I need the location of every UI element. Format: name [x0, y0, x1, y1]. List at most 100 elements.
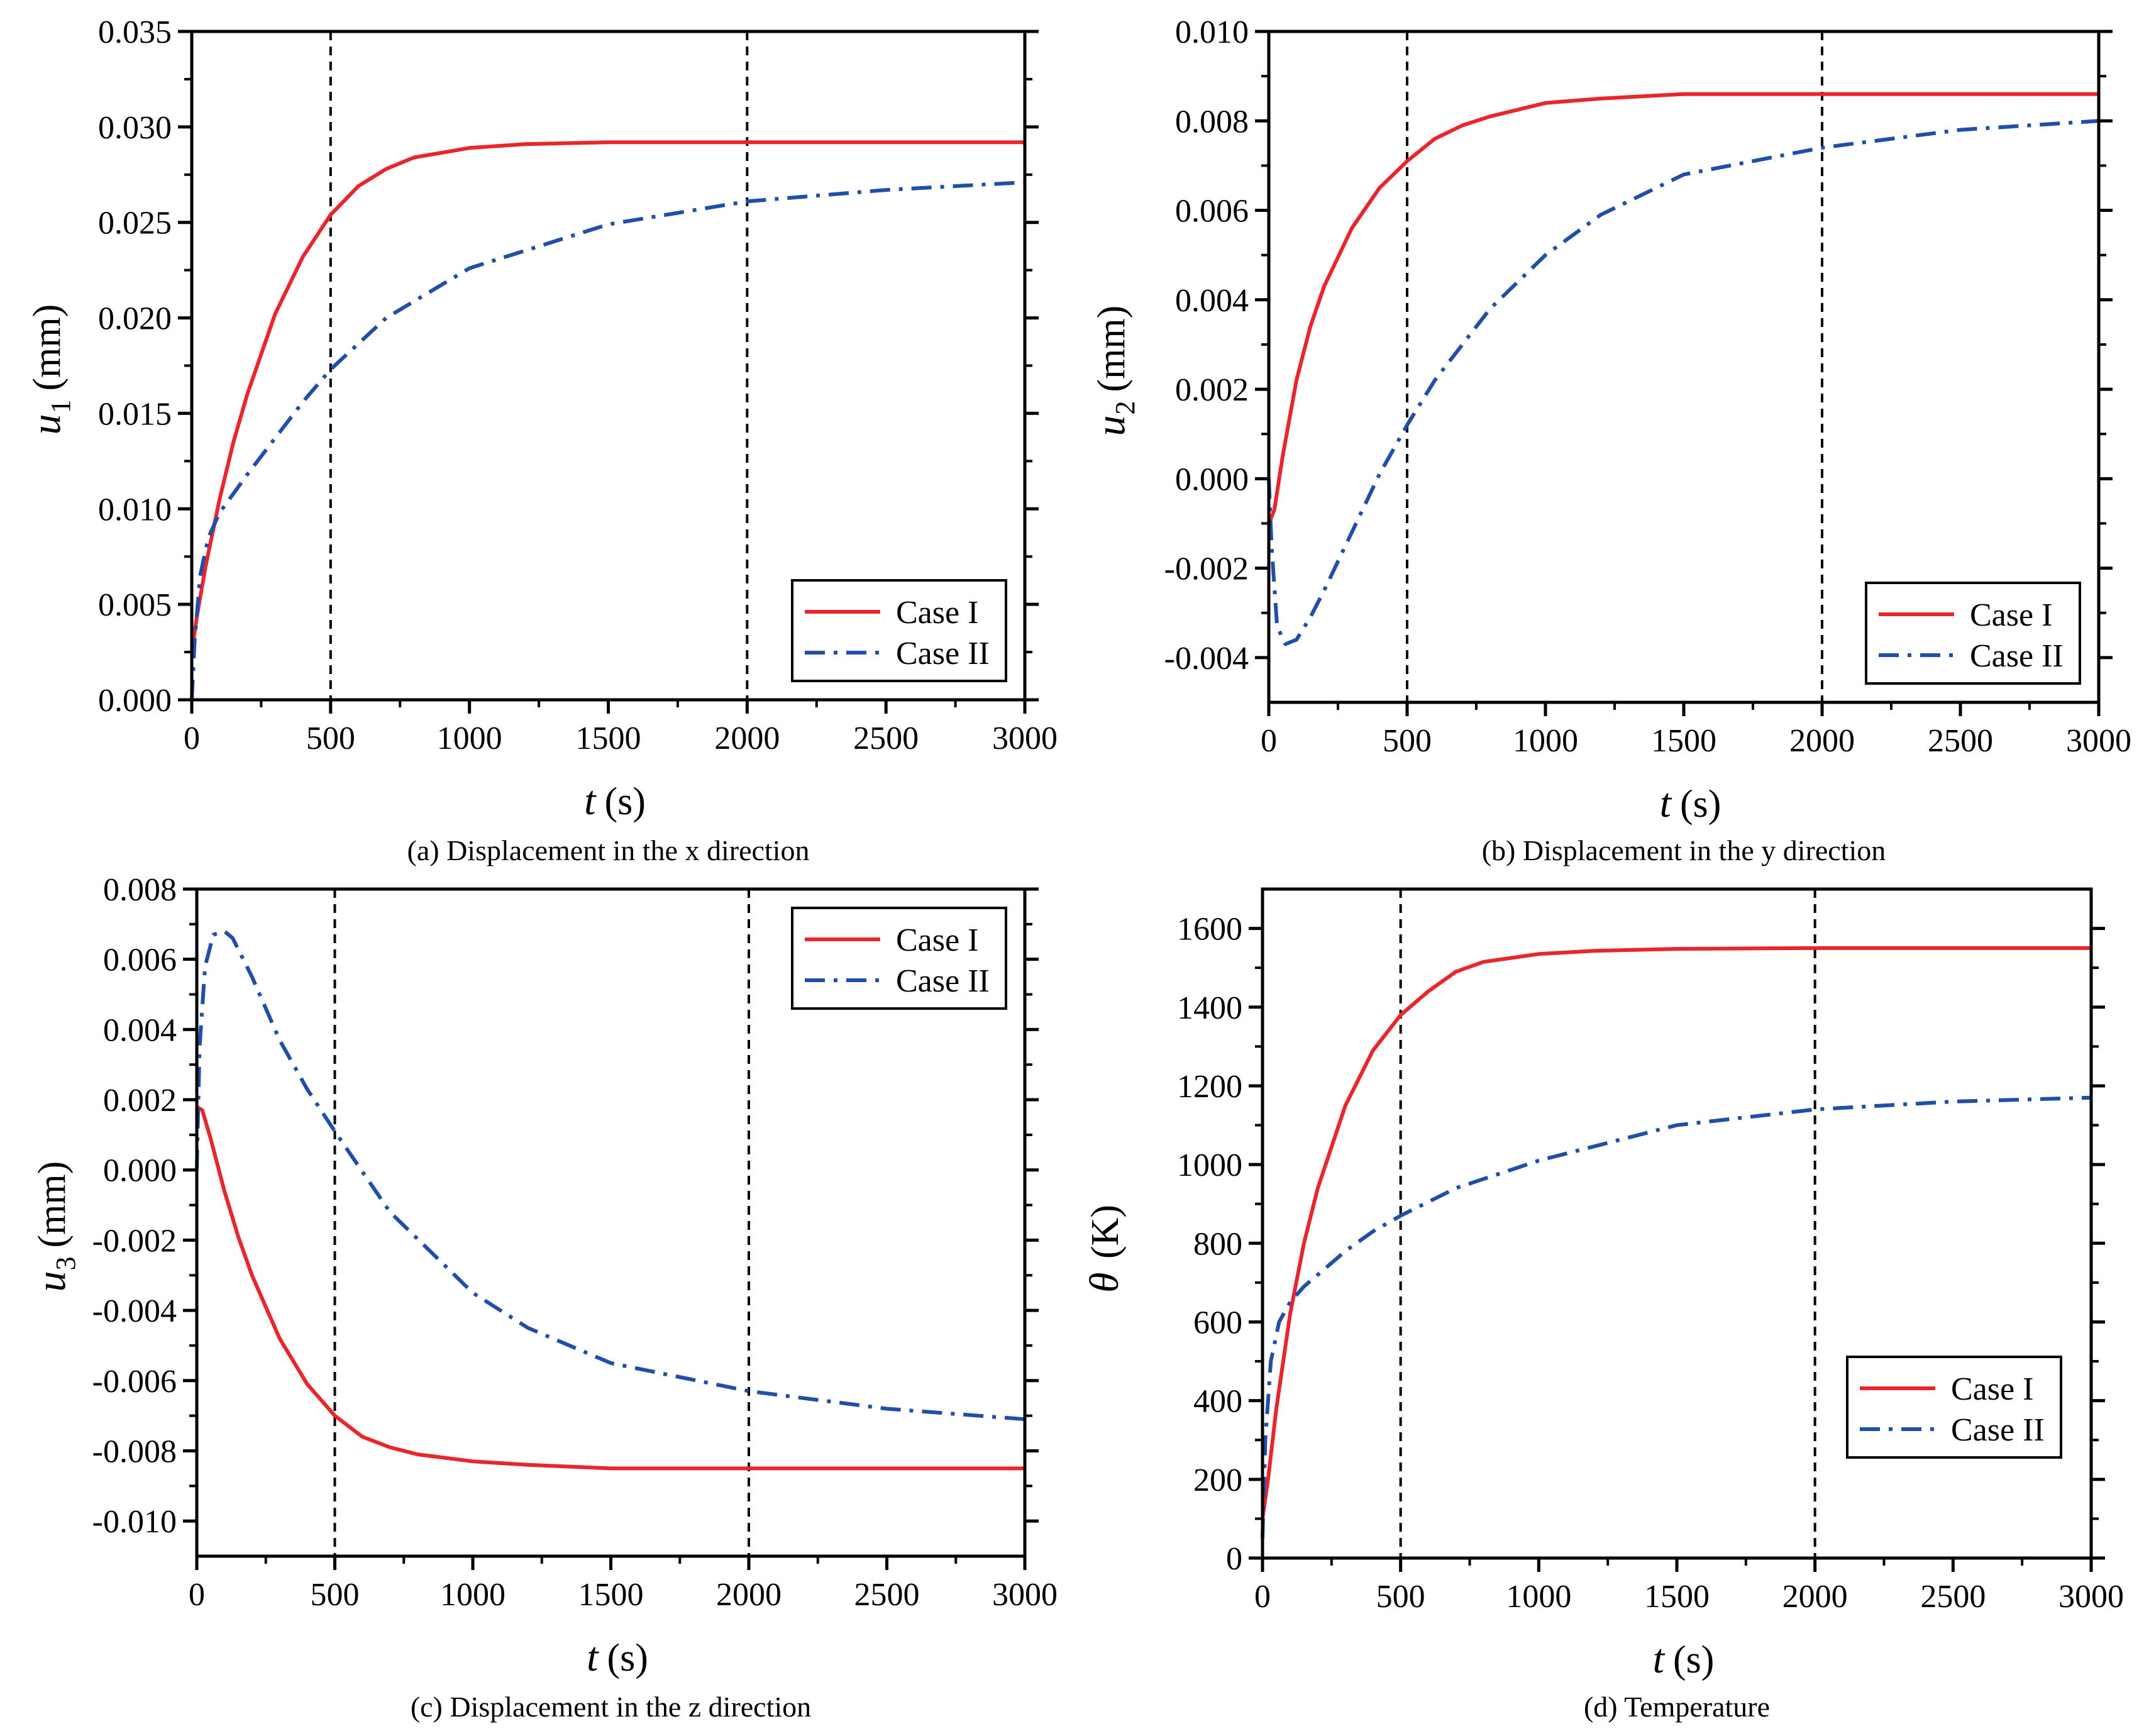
x-tick-label: 1000: [437, 721, 502, 756]
y-tick-label: 0.010: [98, 492, 172, 528]
x-tick-label: 0: [1254, 1579, 1271, 1615]
y-tick-label: 0.015: [98, 396, 172, 432]
series-lines: [190, 140, 1025, 700]
x-axis-label-variable: t: [1660, 780, 1672, 826]
legend: Case I Case II: [791, 579, 1007, 682]
y-tick-label: 0.008: [103, 872, 177, 908]
y-tick-label: 0.000: [103, 1153, 177, 1189]
series-lines: [1267, 92, 2099, 646]
y-axis-label-unit: (mm): [1090, 306, 1133, 392]
y-tick-label: -0.006: [92, 1364, 177, 1400]
x-tick-label: 2000: [716, 1577, 782, 1613]
reference-lines: [1399, 889, 1816, 1558]
y-axis-label-subscript: 2: [1110, 401, 1141, 415]
series-lines: [195, 929, 1025, 1471]
x-tick-label: 500: [311, 1577, 360, 1613]
x-tick-label: 0: [189, 1577, 205, 1613]
y-tick-label: 800: [1193, 1226, 1242, 1262]
y-tick-label: 0.025: [98, 206, 172, 241]
x-tick-label: 3000: [992, 721, 1058, 756]
x-tick-label: 2500: [1928, 723, 1993, 759]
axis-ticks: 0 500 1000 1500 2000 2500 3000 0 200 400 600 800 100…: [1177, 912, 2124, 1615]
legend-case1-label: Case I: [1970, 597, 2052, 633]
y-axis-label-variable: u: [23, 414, 69, 435]
y-tick-label: 1200: [1177, 1069, 1242, 1105]
legend-box: [1865, 582, 2081, 685]
x-axis-label-unit: (s): [605, 780, 646, 823]
legend-case2-label: Case II: [896, 963, 990, 999]
x-axis-label-unit: (s): [607, 1637, 648, 1679]
series-line-case1: [196, 1105, 1025, 1471]
x-tick-label: 2500: [1920, 1579, 1986, 1615]
y-tick-label: 1600: [1177, 912, 1242, 948]
x-tick-label: 1000: [1506, 1579, 1571, 1615]
y-axis-label: u 2 (mm): [1088, 306, 1141, 436]
x-tick-label: 500: [1376, 1579, 1425, 1615]
x-tick-label: 0: [1261, 723, 1277, 759]
y-axis-label: u 3 (mm): [28, 1161, 81, 1292]
y-tick-label: 0.002: [103, 1083, 177, 1119]
y-tick-label: 0.035: [98, 14, 172, 50]
x-tick-label: 1000: [1513, 723, 1578, 759]
x-axis-label-variable: t: [584, 778, 597, 824]
y-tick-label: -0.010: [92, 1504, 177, 1540]
y-tick-label: 1400: [1177, 990, 1242, 1026]
x-tick-label: 2500: [853, 721, 919, 756]
legend-case2-label: Case II: [1951, 1412, 2045, 1448]
legend: Case I Case II: [791, 907, 1007, 1010]
axis-ticks: 0 500 1000 1500 2000 2500 3000 -0.010 -0.008 -0.0…: [92, 872, 1058, 1613]
y-tick-label: 0.004: [103, 1012, 177, 1048]
y-tick-label: 0.006: [1175, 194, 1249, 229]
x-axis-label-unit: (s): [1680, 783, 1721, 826]
series-line-case2: [1267, 119, 2099, 646]
series-line-case2: [190, 180, 1025, 700]
y-tick-label: 0.006: [103, 943, 177, 978]
y-tick-label: -0.004: [92, 1293, 177, 1329]
legend-case2-label: Case II: [896, 636, 990, 672]
x-tick-label: 3000: [2066, 723, 2131, 759]
y-axis-label-variable: θ: [1081, 1273, 1127, 1293]
panel-a: 0 500 1000 1500 2000 2500 3000 0.000 0.005 0.010 0…: [23, 14, 1058, 866]
x-tick-label: 1500: [1644, 1579, 1710, 1615]
axis-ticks: 0 500 1000 1500 2000 2500 3000 0.000 0.005 0.010 0…: [98, 14, 1058, 756]
y-axis-label: u 1 (mm): [23, 304, 76, 435]
y-axis-label-unit: (mm): [31, 1161, 74, 1248]
panel-d: 0 500 1000 1500 2000 2500 3000 0 200 400 600 800 100…: [1081, 887, 2124, 1723]
x-axis-label-variable: t: [1653, 1636, 1666, 1682]
y-axis-label-subscript: 3: [50, 1257, 81, 1271]
y-tick-label: 0.020: [98, 301, 172, 337]
x-tick-label: 3000: [992, 1577, 1058, 1613]
x-tick-label: 500: [1383, 723, 1432, 759]
y-tick-label: 1000: [1177, 1147, 1242, 1183]
y-axis-label-unit: (mm): [26, 304, 69, 391]
y-axis-label-variable: u: [28, 1271, 74, 1292]
y-axis-label-subscript: 1: [45, 400, 76, 414]
x-tick-label: 0: [184, 721, 200, 756]
x-tick-label: 1500: [1651, 723, 1716, 759]
legend-case1-label: Case I: [896, 595, 978, 631]
y-tick-label: -0.002: [1164, 551, 1249, 587]
y-axis-label-variable: u: [1088, 416, 1134, 436]
legend-case2-label: Case II: [1970, 638, 2064, 674]
y-axis-label: θ (K): [1081, 1205, 1127, 1293]
series-line-case2: [195, 929, 1025, 1422]
x-tick-label: 1500: [576, 721, 641, 756]
panel-b: 0 500 1000 1500 2000 2500 3000 -0.004 -0.002 0.00…: [1088, 14, 2131, 866]
y-tick-label: 0.002: [1175, 372, 1249, 408]
series-lines: [1261, 946, 2092, 1539]
panel-caption: (b) Displacement in the y direction: [1482, 834, 1886, 866]
y-axis-label-unit: (K): [1084, 1205, 1127, 1259]
panel-caption: (d) Temperature: [1584, 1691, 1770, 1723]
x-axis-label-variable: t: [587, 1634, 599, 1680]
axis-ticks: 0 500 1000 1500 2000 2500 3000 -0.004 -0.002 0.00…: [1164, 14, 2131, 759]
legend: Case I Case II: [1865, 582, 2081, 685]
panel-c: 0 500 1000 1500 2000 2500 3000 -0.010 -0.008 -0.0…: [28, 872, 1058, 1723]
series-line-case1: [1261, 946, 2091, 1519]
x-axis-label-unit: (s): [1673, 1639, 1714, 1681]
series-line-case1: [190, 140, 1025, 653]
y-tick-label: 0: [1226, 1541, 1242, 1577]
series-line-case1: [1267, 92, 2099, 524]
series-line-case2: [1261, 1095, 2092, 1539]
y-tick-label: -0.002: [92, 1223, 177, 1259]
